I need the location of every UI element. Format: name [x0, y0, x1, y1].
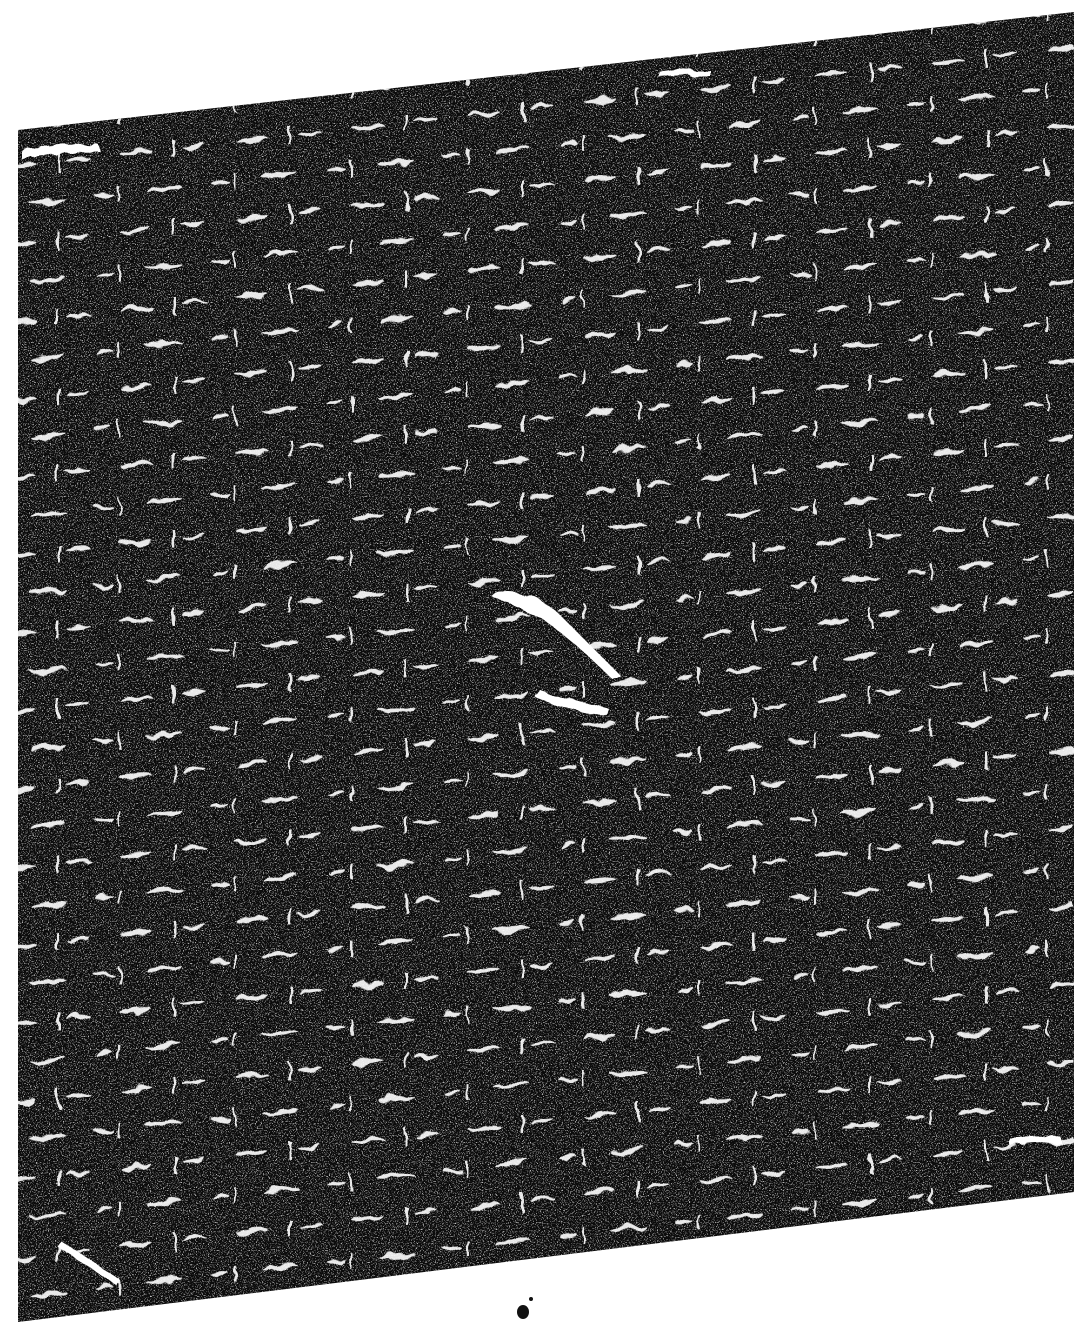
micrograph	[0, 0, 1074, 1325]
speckle-noise	[0, 0, 1074, 1325]
stray-mark	[517, 1297, 533, 1319]
page-body: (() => { const data = JSON.parse(documen…	[0, 0, 1074, 1325]
scan-image	[0, 0, 1074, 1325]
page: {} html, body { margin: 0; padding: 0; b…	[0, 0, 1074, 1325]
